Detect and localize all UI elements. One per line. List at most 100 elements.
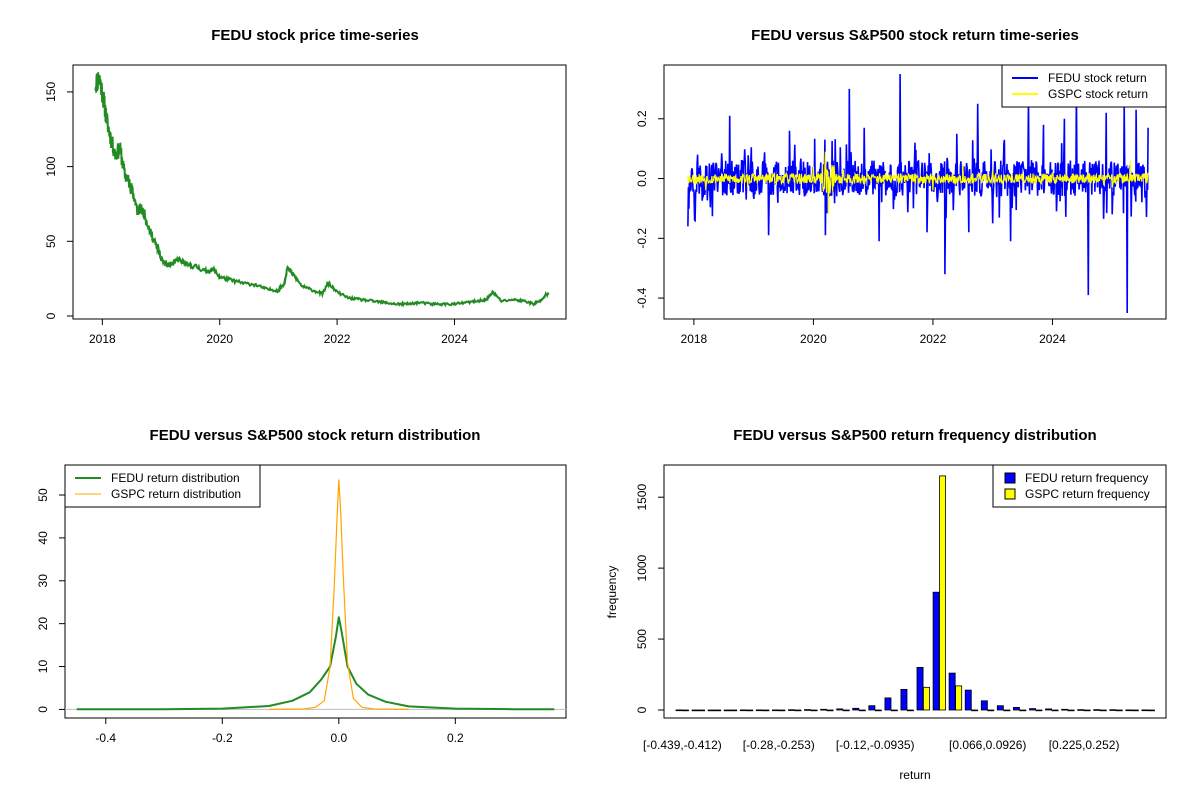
fedu-density-line: [76, 616, 555, 711]
plot-area: [675, 475, 1155, 712]
legend-box: [64, 464, 261, 508]
y-tick-label: 10: [36, 660, 50, 674]
legend-swatch: [1004, 488, 1016, 500]
x-axis: -0.4 -0.2 0.0 0.2: [95, 718, 464, 745]
fedu-frequency-bar: [980, 700, 988, 711]
gspc-density-line: [268, 479, 409, 710]
y-axis: -0.4 -0.2 0.0 0.2: [635, 110, 664, 308]
legend-box: [992, 464, 1167, 508]
legend-label: GSPC return frequency: [1025, 487, 1150, 501]
gspc-frequency-bar: [1067, 709, 1075, 712]
y-tick-label: 50: [36, 488, 50, 502]
fedu-frequency-bar: [1045, 708, 1052, 711]
gspc-frequency-bar: [939, 475, 946, 711]
gspc-frequency-bar: [890, 709, 898, 712]
fedu-frequency-bar: [820, 708, 828, 711]
gspc-frequency-bar: [682, 709, 689, 712]
fedu-frequency-bar: [1077, 709, 1085, 711]
y-tick-label: 40: [36, 531, 50, 545]
chart-title: FEDU versus S&P500 stock return distribu…: [150, 427, 481, 444]
y-tick-label: -0.4: [635, 287, 649, 308]
y-tick-label: 30: [36, 574, 50, 588]
legend: FEDU return frequency GSPC return frequen…: [992, 464, 1167, 508]
fedu-frequency-bar: [707, 709, 715, 712]
y-tick-label: 0.0: [635, 170, 649, 187]
gspc-frequency-bar: [987, 709, 995, 712]
fedu-frequency-bar: [1061, 708, 1069, 711]
gspc-frequency-bar: [971, 709, 979, 712]
x-tick-label: 2020: [800, 332, 827, 346]
y-tick-label: 0: [36, 706, 50, 713]
y-tick-label: 0: [44, 312, 58, 319]
gspc-frequency-bar: [1019, 709, 1027, 712]
fedu-frequency-bar: [868, 705, 876, 711]
fedu-frequency-bar: [948, 672, 956, 711]
fedu-frequency-bar: [788, 709, 795, 711]
x-tick-label: 0.0: [330, 731, 347, 745]
chart-title: FEDU versus S&P500 return frequency dist…: [733, 427, 1096, 444]
x-tick-label: [-0.439,-0.412): [643, 738, 722, 752]
chart-title: FEDU versus S&P500 stock return time-ser…: [751, 27, 1079, 44]
x-tick-label: 0.2: [447, 731, 464, 745]
y-tick-label: 20: [36, 617, 50, 631]
gspc-frequency-bar: [698, 709, 705, 712]
price-line: [94, 72, 550, 308]
fedu-frequency-bar: [964, 689, 972, 711]
y-axis: 0 10 20 30 40 50: [36, 488, 65, 713]
x-tick-label: 2018: [89, 332, 116, 346]
x-tick-label: [-0.12,-0.0935): [836, 738, 915, 752]
x-axis: [-0.439,-0.412) [-0.28,-0.253) [-0.12,-0.0…: [643, 738, 1119, 752]
x-tick-label: -0.4: [95, 731, 116, 745]
gspc-frequency-bar: [955, 685, 963, 711]
gspc-frequency-bar: [1131, 709, 1139, 712]
gspc-frequency-bar: [1099, 709, 1107, 712]
fedu-frequency-bar: [996, 705, 1004, 711]
y-axis-label: frequency: [605, 566, 619, 619]
legend-swatch: [1004, 472, 1016, 484]
y-tick-label: 0: [635, 706, 649, 713]
gspc-frequency-bar: [907, 709, 914, 712]
x-axis: 2018 2020 2022 2024: [681, 319, 1066, 346]
chart-return-timeseries: FEDU versus S&P500 stock return time-ser…: [635, 27, 1167, 346]
chart-fedu-price: FEDU stock price time-series 2018 2020 202…: [44, 27, 567, 346]
x-tick-label: 2022: [920, 332, 947, 346]
gspc-frequency-bar: [762, 709, 770, 712]
fedu-frequency-bar: [836, 708, 844, 711]
fedu-frequency-bar: [1029, 708, 1036, 711]
legend-label: GSPC return distribution: [111, 487, 241, 501]
fedu-frequency-bar: [1141, 709, 1149, 712]
legend-box: [1001, 64, 1167, 108]
gspc-frequency-bar: [1003, 709, 1011, 712]
x-tick-label: 2018: [681, 332, 708, 346]
fedu-frequency-bar: [755, 709, 763, 712]
gspc-frequency-bar: [778, 709, 786, 712]
plot-box: [72, 64, 567, 320]
fedu-frequency-bar: [772, 709, 779, 712]
y-tick-label: 0.2: [635, 110, 649, 127]
legend-label: FEDU stock return: [1048, 71, 1147, 85]
y-tick-label: 1500: [635, 484, 649, 511]
fedu-frequency-bar: [1093, 709, 1101, 711]
gspc-frequency-bar: [858, 709, 866, 712]
y-tick-label: 1000: [635, 554, 649, 581]
y-axis: 0 50 100 150: [44, 82, 73, 319]
plot-box: [663, 64, 1167, 320]
legend-label: FEDU return frequency: [1025, 471, 1148, 485]
plot-box: [64, 464, 567, 719]
x-axis: 2018 2020 2022 2024: [89, 319, 468, 346]
plot-area: [94, 72, 550, 308]
x-tick-label: [-0.28,-0.253): [743, 738, 815, 752]
fedu-frequency-bar: [1125, 709, 1133, 712]
gspc-frequency-bar: [1115, 709, 1123, 712]
fedu-frequency-bar: [932, 591, 940, 711]
y-axis: 0 500 1000 1500: [635, 484, 664, 713]
x-tick-label: [0.066,0.0926): [949, 738, 1026, 752]
y-tick-label: 150: [44, 82, 58, 102]
plot-area: [65, 479, 566, 711]
x-axis-label: return: [899, 768, 930, 782]
plot-box: [663, 464, 1167, 719]
fedu-frequency-bar: [675, 709, 683, 712]
plot-area: [687, 73, 1149, 314]
x-tick-label: 2024: [441, 332, 468, 346]
